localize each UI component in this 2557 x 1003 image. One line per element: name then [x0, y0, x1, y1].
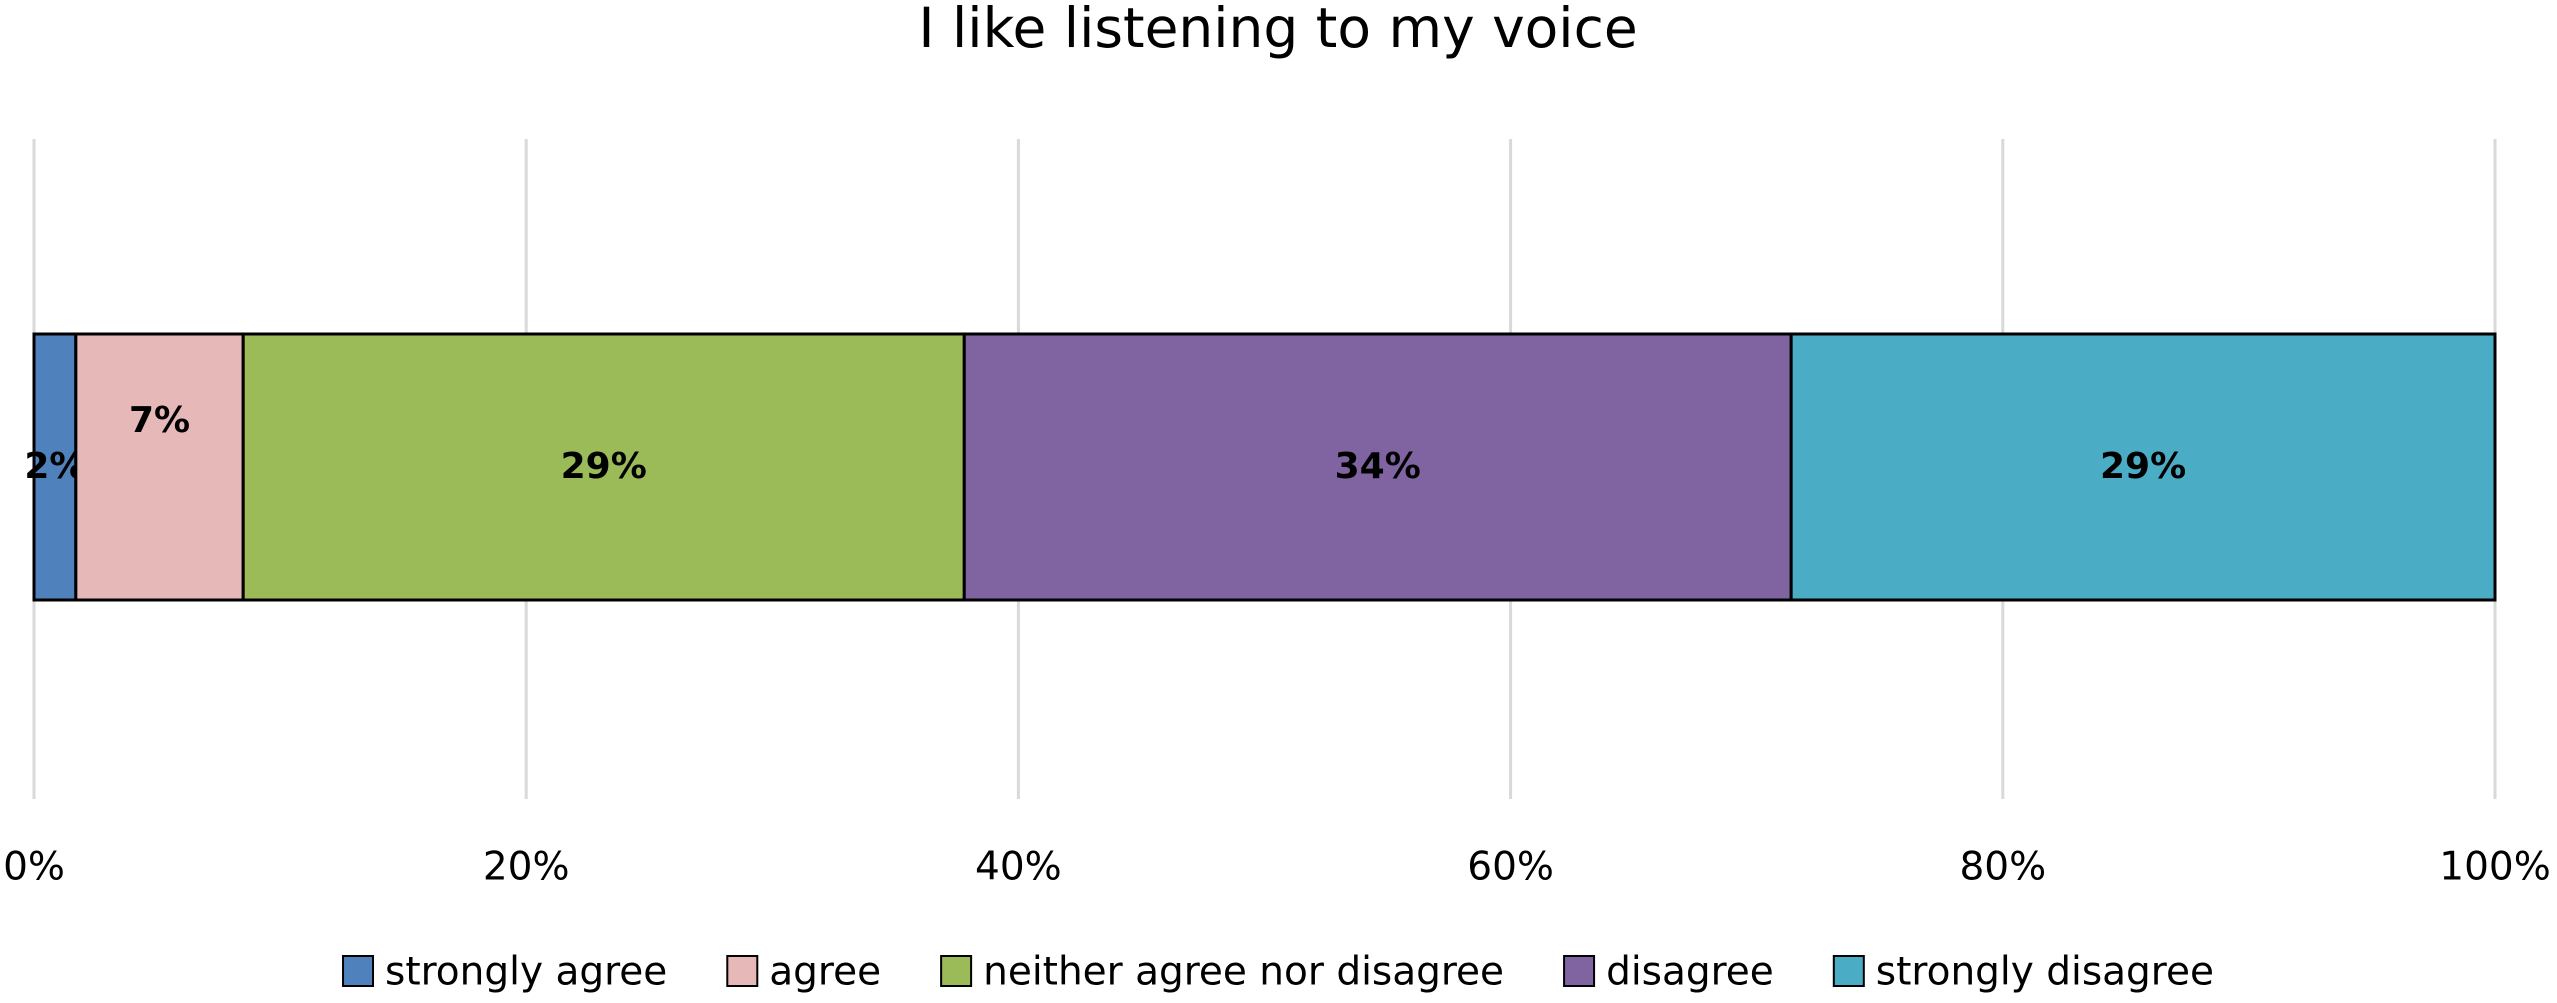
legend-label: strongly disagree: [1876, 950, 2214, 995]
legend-label: agree: [769, 950, 881, 995]
x-tick-label: 80%: [1959, 845, 2046, 890]
data-label: 29%: [2100, 446, 2186, 487]
bar-segment: [962, 332, 1793, 602]
legend-label: neither agree nor disagree: [983, 950, 1504, 995]
legend-swatch: [1563, 955, 1596, 987]
bar-segment: [32, 332, 78, 602]
legend-label: disagree: [1606, 950, 1774, 995]
legend-swatch: [342, 955, 375, 987]
bar-segment: [1789, 332, 2497, 602]
legend-label: strongly agree: [385, 950, 667, 995]
chart-title: I like listening to my voice: [918, 0, 1637, 60]
data-label: 29%: [561, 446, 647, 487]
bar-segment: [74, 332, 245, 602]
legend-swatch: [940, 955, 973, 987]
data-label: 7%: [129, 400, 190, 441]
x-tick-label: 0%: [3, 845, 65, 890]
legend-swatch: [1832, 955, 1865, 987]
x-tick-label: 100%: [2439, 845, 2551, 890]
x-tick-label: 20%: [483, 845, 570, 890]
legend-swatch: [726, 955, 759, 987]
x-tick-label: 40%: [975, 845, 1062, 890]
bar-segment: [241, 332, 966, 602]
data-label: 34%: [1335, 446, 1421, 487]
x-tick-label: 60%: [1467, 845, 1554, 890]
